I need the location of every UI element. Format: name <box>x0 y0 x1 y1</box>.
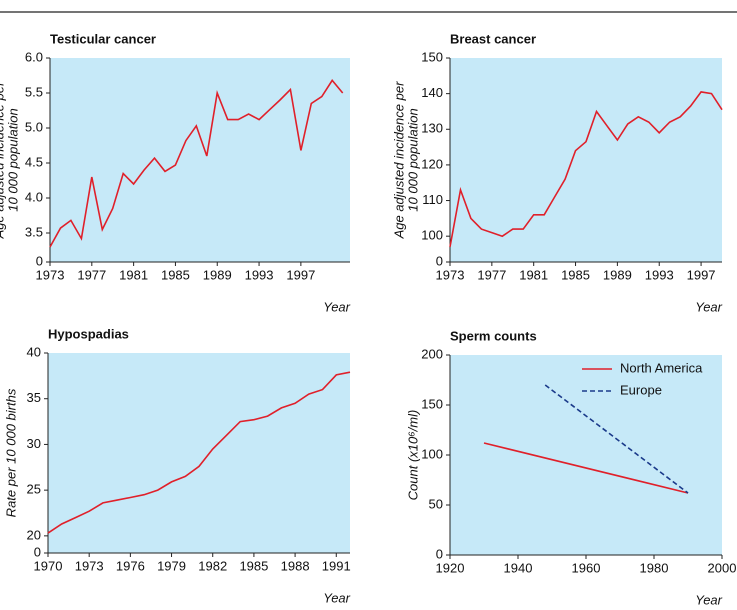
chart-title: Sperm counts <box>450 328 537 343</box>
y-tick-label: 5.0 <box>25 119 43 134</box>
x-axis-label: Year <box>323 590 350 605</box>
y-axis-label: Count (x10⁶/ml) <box>405 410 420 501</box>
x-tick-label: 1989 <box>203 267 232 282</box>
legend-label: Europe <box>620 382 662 397</box>
y-tick-label: 200 <box>421 346 443 361</box>
y-tick-label: 130 <box>421 121 443 136</box>
x-axis-label: Year <box>695 299 722 314</box>
x-tick-label: 1988 <box>281 558 310 573</box>
y-tick-label: 35 <box>27 390 41 405</box>
y-axis-label: Age adjusted incidence per <box>391 81 406 240</box>
x-tick-label: 1981 <box>519 267 548 282</box>
x-tick-label: 1977 <box>77 267 106 282</box>
y-tick-label: 140 <box>421 85 443 100</box>
y-tick-label: 0 <box>34 544 41 559</box>
data-line <box>449 91 723 248</box>
y-tick-label: 0 <box>436 546 443 561</box>
y-tick-label: 25 <box>27 482 41 497</box>
x-tick-label: 1980 <box>640 560 669 575</box>
data-line <box>483 442 689 494</box>
y-tick-label: 100 <box>421 228 443 243</box>
x-tick-label: 1981 <box>119 267 148 282</box>
legend-label: North America <box>620 360 703 375</box>
data-line <box>47 371 351 534</box>
plot-area <box>450 58 722 262</box>
x-tick-label: 2000 <box>708 560 737 575</box>
x-tick-label: 1940 <box>504 560 533 575</box>
data-line <box>49 79 344 248</box>
chart-title: Hypospadias <box>48 326 129 341</box>
y-tick-label: 150 <box>421 396 443 411</box>
y-tick-label: 4.0 <box>25 189 43 204</box>
plot-area <box>450 355 722 555</box>
y-tick-label: 5.5 <box>25 84 43 99</box>
x-tick-label: 1985 <box>161 267 190 282</box>
chart-title: Breast cancer <box>450 31 536 46</box>
x-tick-label: 1977 <box>477 267 506 282</box>
x-tick-label: 1973 <box>436 267 465 282</box>
x-tick-label: 1993 <box>645 267 674 282</box>
y-axis-label: Age adjusted incidence per <box>0 81 6 240</box>
y-tick-label: 50 <box>429 496 443 511</box>
y-tick-label: 110 <box>422 192 443 207</box>
y-tick-label: 4.5 <box>25 154 43 169</box>
plot-area <box>48 353 350 553</box>
x-tick-label: 1982 <box>198 558 227 573</box>
x-tick-label: 1989 <box>603 267 632 282</box>
x-tick-label: 1973 <box>75 558 104 573</box>
x-tick-label: 1973 <box>36 267 65 282</box>
y-tick-label: 0 <box>436 253 443 268</box>
x-tick-label: 1979 <box>157 558 186 573</box>
y-axis-label: 10 000 population <box>5 108 20 211</box>
x-tick-label: 1985 <box>561 267 590 282</box>
y-tick-label: 0 <box>36 253 43 268</box>
y-tick-label: 120 <box>421 156 443 171</box>
x-tick-label: 1970 <box>34 558 63 573</box>
y-tick-label: 30 <box>27 436 41 451</box>
x-tick-label: 1991 <box>322 558 351 573</box>
y-tick-label: 40 <box>27 344 41 359</box>
x-tick-label: 1997 <box>286 267 315 282</box>
data-line <box>544 384 689 494</box>
x-tick-label: 1993 <box>245 267 274 282</box>
x-axis-label: Year <box>323 299 350 314</box>
y-tick-label: 20 <box>27 527 41 542</box>
y-tick-label: 100 <box>421 446 443 461</box>
chart-title: Testicular cancer <box>50 31 156 46</box>
x-tick-label: 1997 <box>687 267 716 282</box>
y-tick-label: 6.0 <box>25 49 43 64</box>
x-tick-label: 1920 <box>436 560 465 575</box>
x-tick-label: 1976 <box>116 558 145 573</box>
y-tick-label: 3.5 <box>25 224 43 239</box>
y-axis-label: Rate per 10 000 births <box>3 388 18 517</box>
plot-area <box>50 58 350 262</box>
y-tick-label: 150 <box>421 49 443 64</box>
x-tick-label: 1985 <box>239 558 268 573</box>
y-axis-label: 10 000 population <box>405 108 420 211</box>
x-tick-label: 1960 <box>572 560 601 575</box>
x-axis-label: Year <box>695 592 722 607</box>
